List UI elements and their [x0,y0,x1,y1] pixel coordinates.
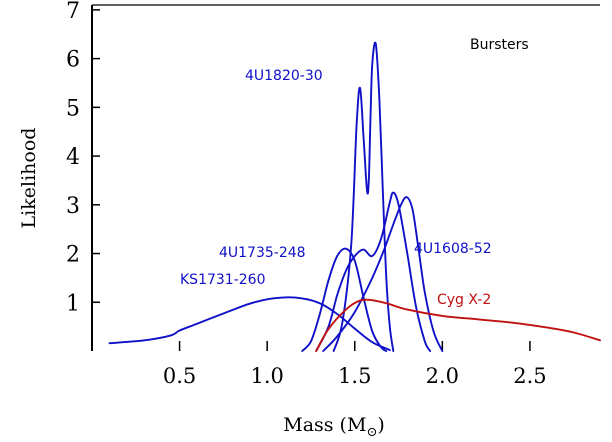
series-line-4u1735-248 [301,247,388,352]
x-tick-label: 1.5 [338,364,371,388]
y-tick-label: 7 [66,0,80,24]
series-line-series-4 [322,196,444,352]
series-label-ks1731-260: KS1731-260 [180,272,265,288]
x-axis-title-close: ) [377,414,384,436]
series-label-4u1608-52: 4U1608-52 [414,241,492,257]
series-line-4u1820-30 [332,41,395,352]
series-line-cyg-x-2 [315,298,601,352]
y-axis-title: Likelihood [18,128,40,229]
x-tick-label: 2.5 [513,364,546,388]
y-tick-label: 1 [66,291,80,316]
x-ticks: 0.5 1.0 1.5 2.0 2.5 [163,341,547,388]
x-tick-label: 0.5 [163,364,196,388]
y-tick-label: 3 [66,194,80,219]
y-tick-label: 4 [66,145,80,170]
x-tick-label: 2.0 [426,364,459,388]
series-line-4u1608-52 [315,191,432,352]
y-tick-label: 5 [66,96,80,121]
series-label-4u1735-248: 4U1735-248 [219,245,306,261]
series-line-ks1731-260 [108,296,391,351]
series-label-4u1820-30: 4U1820-30 [245,68,323,84]
x-axis-title-main: Mass (M [283,414,366,436]
x-axis-title-sub: ⊙ [366,425,377,440]
y-ticks: 1 2 3 4 5 6 7 [66,0,100,316]
y-tick-label: 6 [66,48,80,73]
curves [108,41,601,352]
x-tick-label: 1.0 [250,364,283,388]
x-axis-title: Mass (M⊙) [283,414,385,440]
bursters-annotation: Bursters [470,37,529,53]
series-label-cyg-x-2: Cyg X-2 [437,292,491,308]
y-tick-label: 2 [66,243,80,268]
